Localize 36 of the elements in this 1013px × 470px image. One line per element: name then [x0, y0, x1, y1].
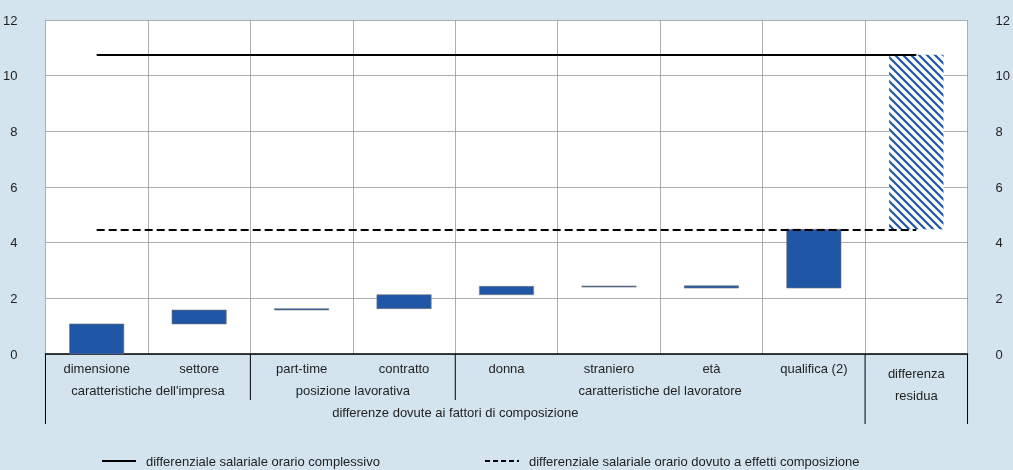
y2-tick-label: 2 [995, 290, 1003, 306]
x-tick-label: contratto [378, 361, 430, 376]
y-tick-label: 12 [2, 12, 18, 28]
y-tick-label: 6 [10, 179, 18, 195]
y-tick-label: 0 [10, 346, 18, 362]
y-tick-label: 8 [10, 123, 18, 139]
x-tick-label: settore [179, 361, 220, 376]
bar [376, 294, 432, 309]
y-tick-label: 2 [10, 290, 18, 306]
x-tick-label: dimensione [63, 361, 130, 376]
x-tick-label: donna [488, 361, 526, 376]
x-tick-label: straniero [583, 361, 635, 376]
y2-tick-label: 6 [995, 179, 1003, 195]
y2-tick-label: 8 [995, 123, 1003, 139]
y2-tick-label: 4 [995, 235, 1003, 251]
bar [889, 54, 944, 230]
text: caratteristiche del lavoratore [578, 382, 742, 398]
text: differenze dovute ai fattori di composizione [332, 404, 579, 420]
x-tick-label: differenza residua [887, 365, 946, 403]
bar [479, 286, 534, 296]
x-tick-label: part-time [275, 361, 328, 376]
bar [171, 309, 227, 325]
x-tick-label: qualifica (2) [780, 361, 848, 376]
y2-tick-label: 0 [995, 346, 1003, 362]
y-tick-label: 10 [2, 68, 18, 84]
bar [69, 323, 125, 355]
text: posizione lavorativa [295, 382, 411, 398]
legend-label: differenziale salariale orario complessivo [146, 453, 380, 469]
bar [786, 229, 842, 289]
y-tick-label: 4 [10, 235, 18, 251]
text: caratteristiche dell'impresa [71, 382, 226, 398]
bar [683, 285, 739, 289]
x-tick-label: età [702, 361, 722, 376]
y2-tick-label: 12 [995, 12, 1011, 28]
legend-label: differenziale salariale orario dovuto a effetti composizione [529, 453, 860, 469]
y2-tick-label: 10 [995, 68, 1011, 84]
